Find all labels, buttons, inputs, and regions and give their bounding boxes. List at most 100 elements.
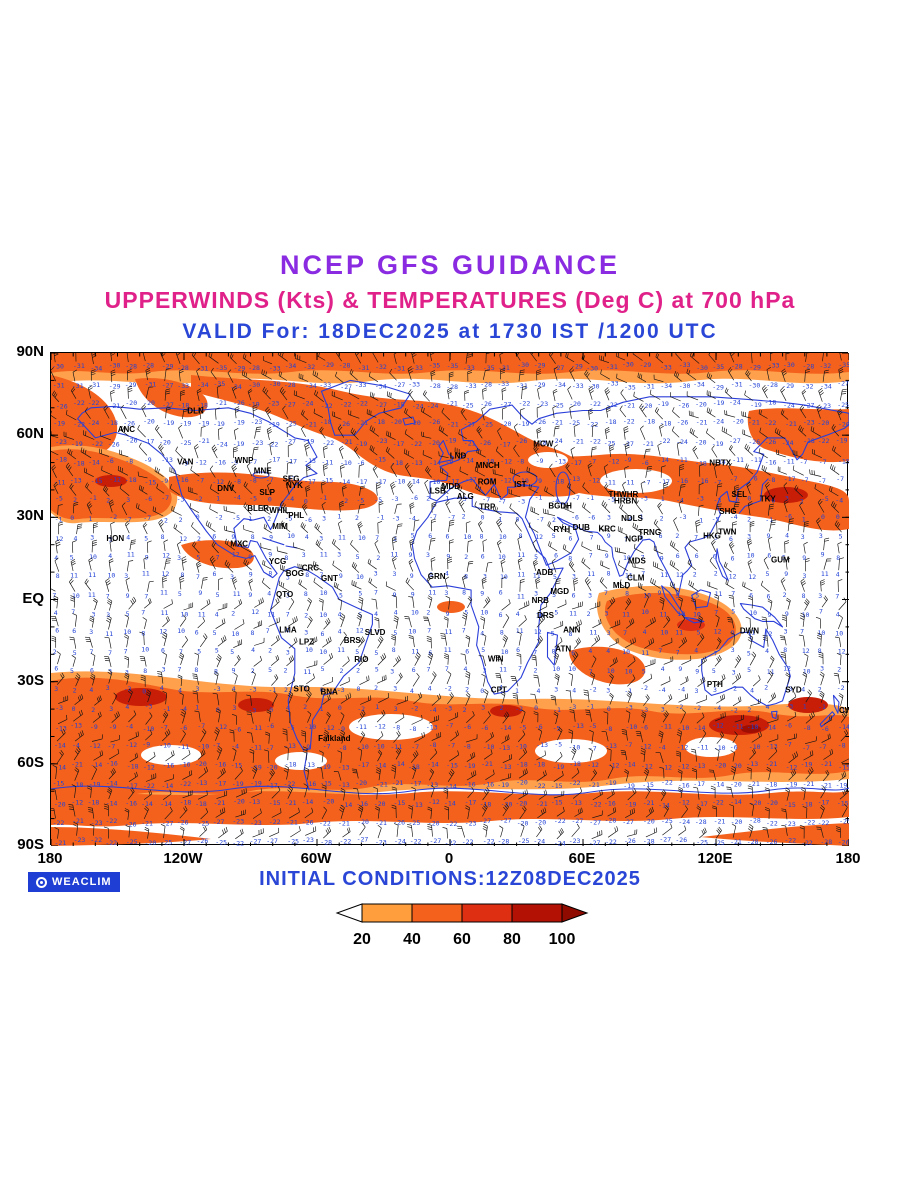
temperature-value: -17: [447, 478, 459, 486]
temperature-value: -8: [803, 724, 811, 732]
temperature-value: 3: [109, 535, 113, 543]
wind-barb: [323, 652, 334, 665]
wind-barb: [729, 353, 735, 363]
wind-barb: [746, 538, 753, 552]
temperature-value: -32: [819, 362, 831, 370]
temperature-value: -28: [749, 817, 761, 825]
temperature-value: -20: [195, 760, 207, 768]
temperature-value: -16: [214, 459, 226, 467]
wind-barb: [678, 596, 683, 610]
temperature-value: 3: [607, 629, 611, 637]
x-tick-label: 60E: [568, 850, 596, 867]
temperature-value: 11: [160, 589, 168, 597]
wind-barb: [268, 617, 280, 627]
temperature-value: -29: [749, 364, 761, 372]
wind-barb: [456, 483, 466, 495]
temperature-value: -33: [463, 364, 475, 372]
temperature-value: 2: [355, 514, 359, 522]
wind-barb: [337, 598, 343, 611]
wind-barb: [759, 427, 768, 438]
wind-barb: [110, 389, 115, 402]
wind-barb: [217, 767, 226, 780]
wind-barb: [235, 809, 246, 818]
temperature-value: 9: [607, 532, 611, 540]
wind-barb: [306, 673, 315, 685]
temperature-value: -15: [838, 457, 849, 465]
wind-barb: [632, 522, 643, 534]
temperature-value: -11: [321, 459, 333, 467]
temperature-value: 7: [714, 609, 718, 617]
wind-barb: [234, 619, 245, 630]
temperature-value: -20: [500, 420, 512, 428]
temperature-value: -35: [214, 380, 226, 388]
temperature-value: 10: [177, 627, 185, 635]
wind-barb: [659, 766, 665, 779]
temperature-value: 11: [660, 571, 668, 579]
wind-barb: [781, 824, 788, 836]
y-tick-label: 90S: [17, 836, 44, 854]
wind-barb: [91, 539, 97, 553]
wind-barb: [837, 541, 842, 554]
wind-barb: [395, 712, 405, 724]
temperature-value: -19: [836, 437, 848, 445]
temperature-value: -1: [163, 705, 171, 713]
wind-barb: [200, 808, 209, 820]
wind-barb: [262, 505, 271, 515]
shade-region: [51, 791, 849, 827]
temperature-value: 4: [125, 703, 129, 711]
temperature-value: -27: [284, 438, 296, 446]
wind-barb: [317, 767, 324, 780]
temperature-value: -7: [212, 741, 220, 749]
wind-barb: [252, 828, 264, 838]
wind-barb: [659, 597, 665, 610]
wind-barb: [284, 746, 289, 761]
temperature-value: 6: [54, 665, 58, 673]
wind-barb: [199, 406, 204, 419]
temperature-value: -33: [497, 380, 509, 388]
wind-barb: [142, 522, 148, 535]
temperature-value: 3: [483, 573, 487, 581]
wind-barb: [520, 408, 525, 420]
temperature-value: 2: [800, 497, 804, 505]
wind-barb: [164, 368, 171, 382]
wind-barb: [467, 786, 475, 799]
wind-barb: [805, 689, 812, 703]
wind-barb: [209, 465, 216, 478]
wind-barb: [804, 598, 810, 611]
temperature-value: -25: [837, 401, 849, 409]
x-tick-label: 180: [37, 850, 63, 867]
wind-barb: [604, 483, 611, 495]
wind-barb: [501, 734, 510, 744]
temperature-value: 4: [766, 703, 770, 711]
wind-barb: [443, 616, 449, 628]
temperature-value: 4: [750, 687, 754, 695]
temperature-value: 11: [445, 628, 453, 636]
temperature-value: -29: [782, 382, 794, 390]
station-label: SLP: [259, 488, 275, 497]
wind-barb: [234, 406, 240, 419]
wind-barb: [306, 616, 313, 629]
temperature-value: -22: [53, 819, 65, 827]
coastline-africa: [411, 497, 564, 695]
wind-barb: [643, 593, 649, 608]
temperature-value: -16: [464, 781, 476, 789]
temperature-value: 4: [499, 684, 503, 692]
station-label: ANN: [563, 625, 581, 634]
temperature-value: 3: [54, 685, 58, 693]
temperature-value: -25: [696, 839, 708, 847]
temperature-value: -2: [444, 685, 452, 693]
wind-barb: [781, 808, 788, 820]
temperature-value: 4: [643, 628, 647, 636]
wind-barb: [609, 657, 618, 667]
station-label: SLVD: [365, 628, 386, 637]
temperature-value: -33: [408, 381, 420, 389]
wind-barb: [746, 767, 752, 780]
wind-barb: [658, 730, 664, 744]
page-title: NCEP GFS GUIDANCE: [279, 250, 621, 280]
wind-barb: [89, 823, 95, 836]
wind-barb: [482, 387, 487, 400]
caspian-sea: [555, 471, 571, 505]
temperature-value: 5: [178, 590, 182, 598]
wind-barb: [337, 750, 343, 763]
temperature-value: -23: [302, 836, 314, 844]
